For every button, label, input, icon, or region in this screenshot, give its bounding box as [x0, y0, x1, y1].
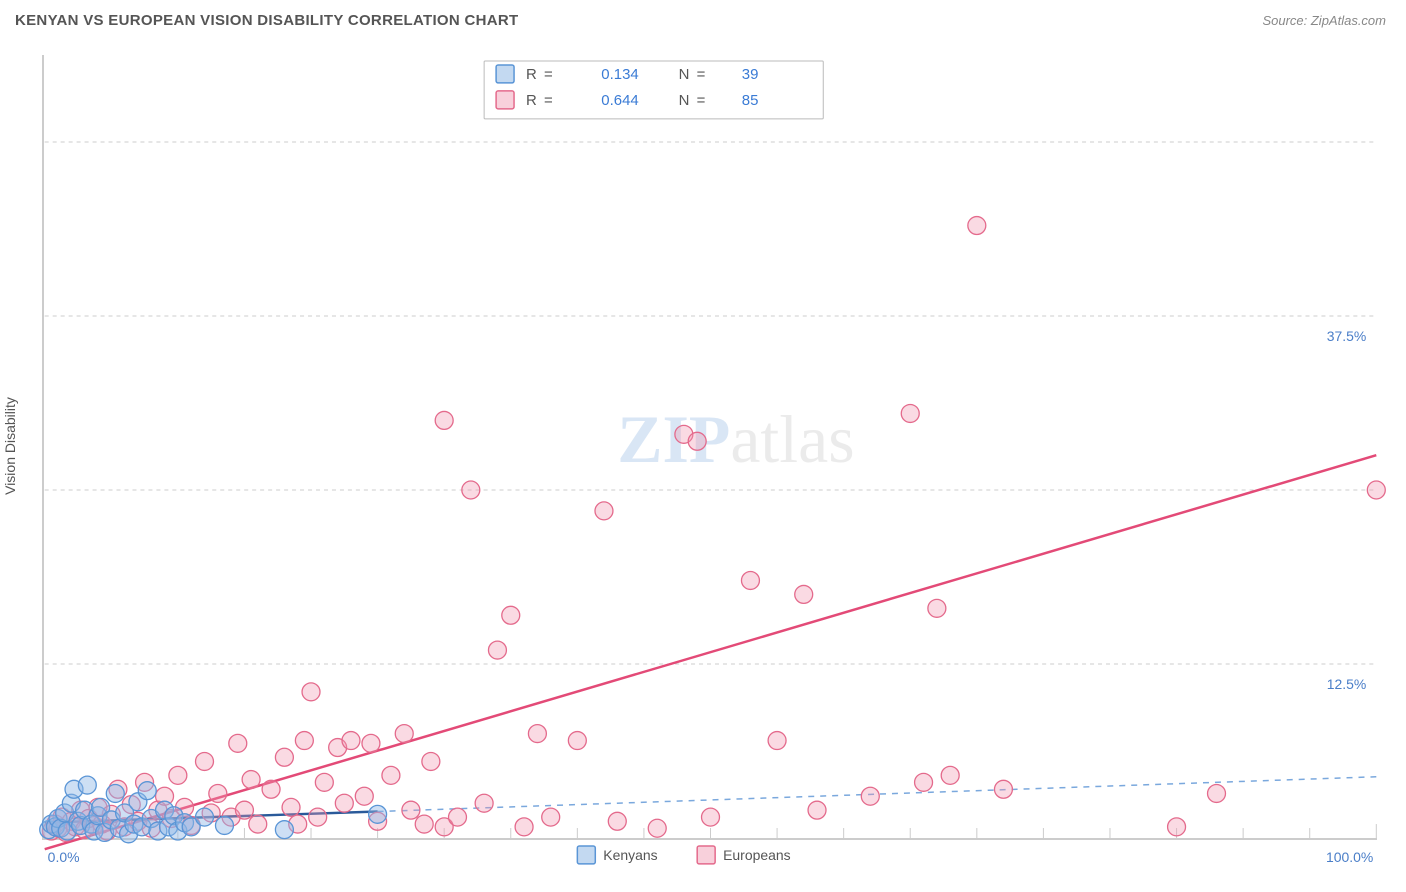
point-kenyan	[196, 808, 214, 826]
point-european	[249, 815, 267, 833]
point-european	[355, 787, 373, 805]
point-european	[229, 734, 247, 752]
point-european	[302, 683, 320, 701]
trendline-europeans	[45, 455, 1377, 849]
point-european	[282, 798, 300, 816]
point-european	[741, 572, 759, 590]
legend-eq: =	[544, 66, 553, 83]
chart-header: KENYAN VS EUROPEAN VISION DISABILITY COR…	[0, 0, 1406, 40]
point-european	[928, 599, 946, 617]
x-tick-label: 0.0%	[48, 849, 80, 865]
chart-svg: 12.5%37.5%0.0%100.0%ZIPatlasR=0.134N=39R…	[44, 55, 1377, 838]
point-european	[295, 732, 313, 750]
point-european	[915, 773, 933, 791]
legend-eq: =	[697, 92, 706, 109]
legend-n-label: N	[679, 66, 690, 83]
legend-eq: =	[544, 92, 553, 109]
point-european	[1367, 481, 1385, 499]
point-european	[688, 432, 706, 450]
point-european	[235, 801, 253, 819]
point-european	[395, 725, 413, 743]
point-kenyan	[106, 784, 124, 802]
point-european	[648, 819, 666, 837]
point-european	[595, 502, 613, 520]
legend-eq: =	[697, 66, 706, 83]
point-european	[242, 771, 260, 789]
point-european	[402, 801, 420, 819]
point-european	[941, 766, 959, 784]
legend-label-kenyans: Kenyans	[603, 847, 657, 863]
legend-r-value: 0.134	[601, 66, 638, 83]
legend-n-value: 85	[742, 92, 759, 109]
point-kenyan	[275, 821, 293, 839]
point-european	[342, 732, 360, 750]
chart-source: Source: ZipAtlas.com	[1262, 13, 1386, 28]
point-european	[515, 818, 533, 836]
point-kenyan	[215, 816, 233, 834]
plot-area: 12.5%37.5%0.0%100.0%ZIPatlasR=0.134N=39R…	[42, 55, 1377, 840]
y-tick-label: 37.5%	[1327, 328, 1367, 344]
point-european	[795, 585, 813, 603]
point-kenyan	[138, 782, 156, 800]
x-tick-label: 100.0%	[1326, 849, 1373, 865]
point-european	[542, 808, 560, 826]
chart-title: KENYAN VS EUROPEAN VISION DISABILITY COR…	[15, 12, 518, 29]
legend-r-value: 0.644	[601, 92, 638, 109]
point-european	[275, 748, 293, 766]
watermark: ZIPatlas	[617, 402, 854, 477]
point-european	[528, 725, 546, 743]
point-european	[901, 404, 919, 422]
point-european	[362, 734, 380, 752]
point-european	[861, 787, 879, 805]
point-european	[968, 217, 986, 235]
point-european	[315, 773, 333, 791]
legend-r-label: R	[526, 66, 537, 83]
point-european	[449, 808, 467, 826]
point-european	[702, 808, 720, 826]
point-european	[415, 815, 433, 833]
point-european	[435, 411, 453, 429]
point-european	[462, 481, 480, 499]
y-axis-label: Vision Disability	[2, 397, 18, 495]
point-european	[335, 794, 353, 812]
legend-n-label: N	[679, 92, 690, 109]
legend-swatch-kenyans	[577, 846, 595, 864]
legend-swatch	[496, 65, 514, 83]
legend-swatch-europeans	[697, 846, 715, 864]
point-european	[262, 780, 280, 798]
point-european	[488, 641, 506, 659]
point-european	[994, 780, 1012, 798]
point-european	[808, 801, 826, 819]
point-european	[475, 794, 493, 812]
point-european	[196, 752, 214, 770]
legend-label-europeans: Europeans	[723, 847, 791, 863]
point-european	[309, 808, 327, 826]
point-european	[608, 812, 626, 830]
point-european	[209, 784, 227, 802]
point-european	[502, 606, 520, 624]
point-european	[422, 752, 440, 770]
point-european	[1208, 784, 1226, 802]
point-european	[382, 766, 400, 784]
y-tick-label: 12.5%	[1327, 676, 1367, 692]
point-european	[568, 732, 586, 750]
point-kenyan	[78, 776, 96, 794]
legend-r-label: R	[526, 92, 537, 109]
point-european	[169, 766, 187, 784]
point-kenyan	[369, 805, 387, 823]
point-european	[768, 732, 786, 750]
point-european	[1168, 818, 1186, 836]
legend-n-value: 39	[742, 66, 759, 83]
legend-swatch	[496, 91, 514, 109]
